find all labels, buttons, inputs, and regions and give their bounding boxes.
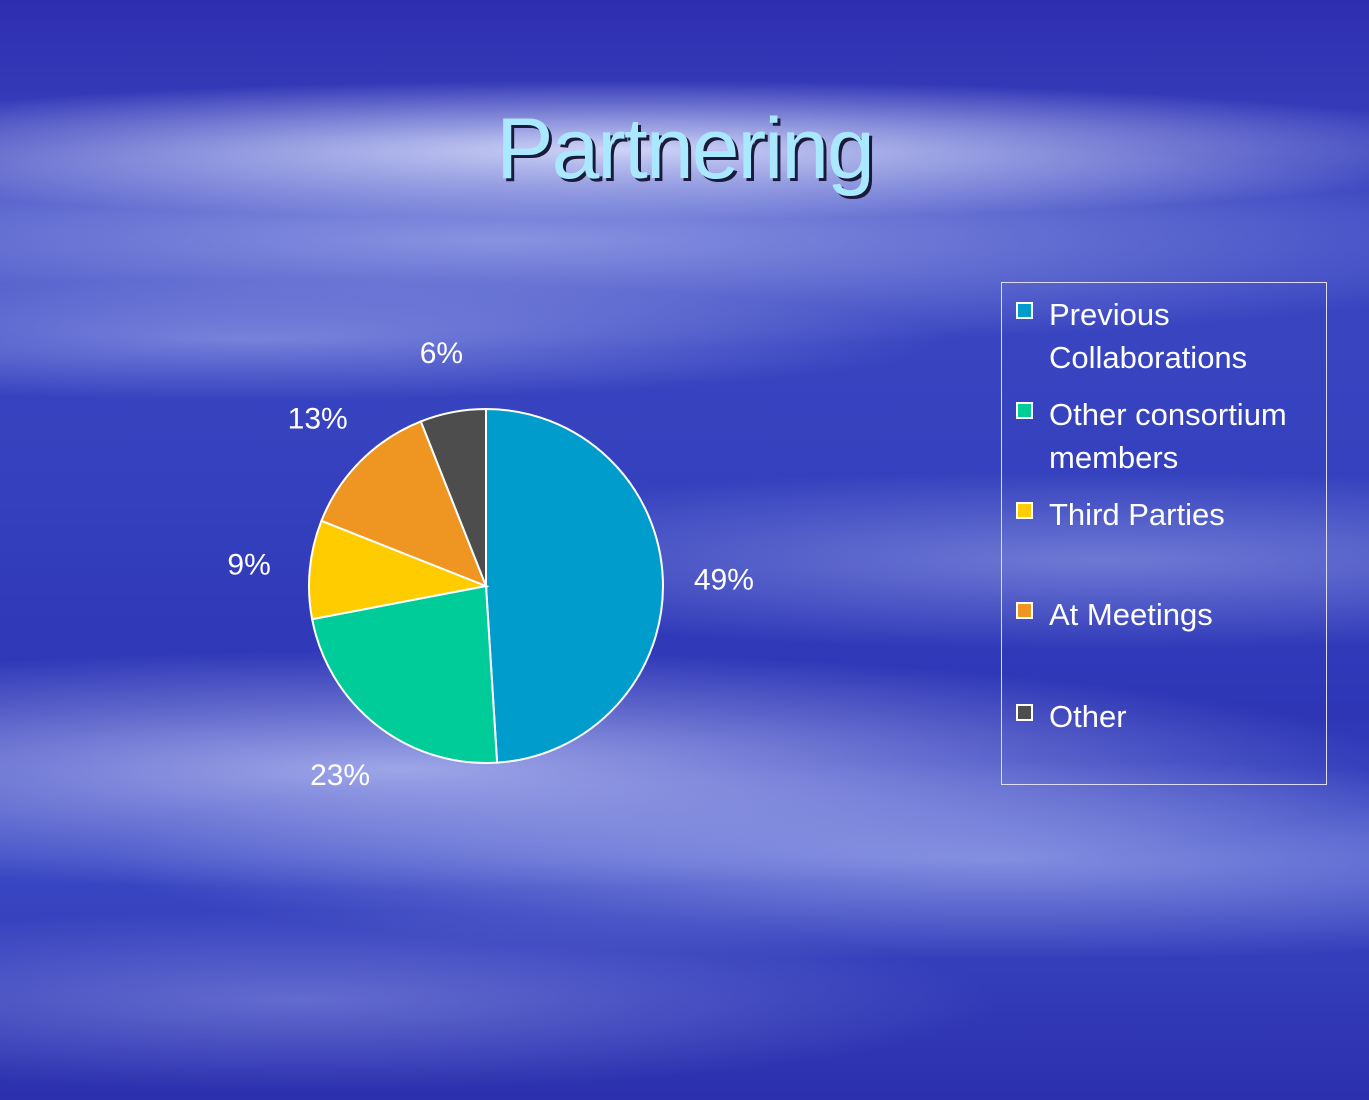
pie-slice-third-parties [308, 519, 490, 621]
legend-label-third-parties: Third Parties [1049, 497, 1225, 532]
data-label-other: 6% [420, 337, 463, 370]
slide-title: Partnering [496, 101, 875, 197]
legend-label-other: Other [1049, 699, 1127, 734]
legend-label-previous-collaborations: Previous Collaborations [1049, 297, 1248, 375]
data-label-at-meetings: 13% [288, 403, 348, 436]
pie-slice-other [419, 407, 487, 587]
pie-slice-at-meetings [320, 420, 488, 588]
data-label-previous-collaborations: 49% [694, 564, 754, 597]
legend-swatch-third-parties [1016, 502, 1033, 519]
chart-legend: Previous Collaborations Other consortium… [1001, 282, 1327, 785]
pie-slice-other-consortium-members [310, 584, 499, 764]
legend-label-other-consortium-members: Other consortium members [1049, 397, 1287, 475]
legend-swatch-at-meetings [1016, 602, 1033, 619]
legend-swatch-other [1016, 704, 1033, 721]
legend-swatch-previous-collaborations [1016, 302, 1033, 319]
pie-slice-previous-collaborations [485, 407, 664, 764]
legend-label-at-meetings: At Meetings [1049, 597, 1213, 632]
data-label-other-consortium-members: 23% [310, 759, 370, 792]
data-label-third-parties: 9% [227, 549, 270, 582]
legend-swatch-other-consortium-members [1016, 402, 1033, 419]
